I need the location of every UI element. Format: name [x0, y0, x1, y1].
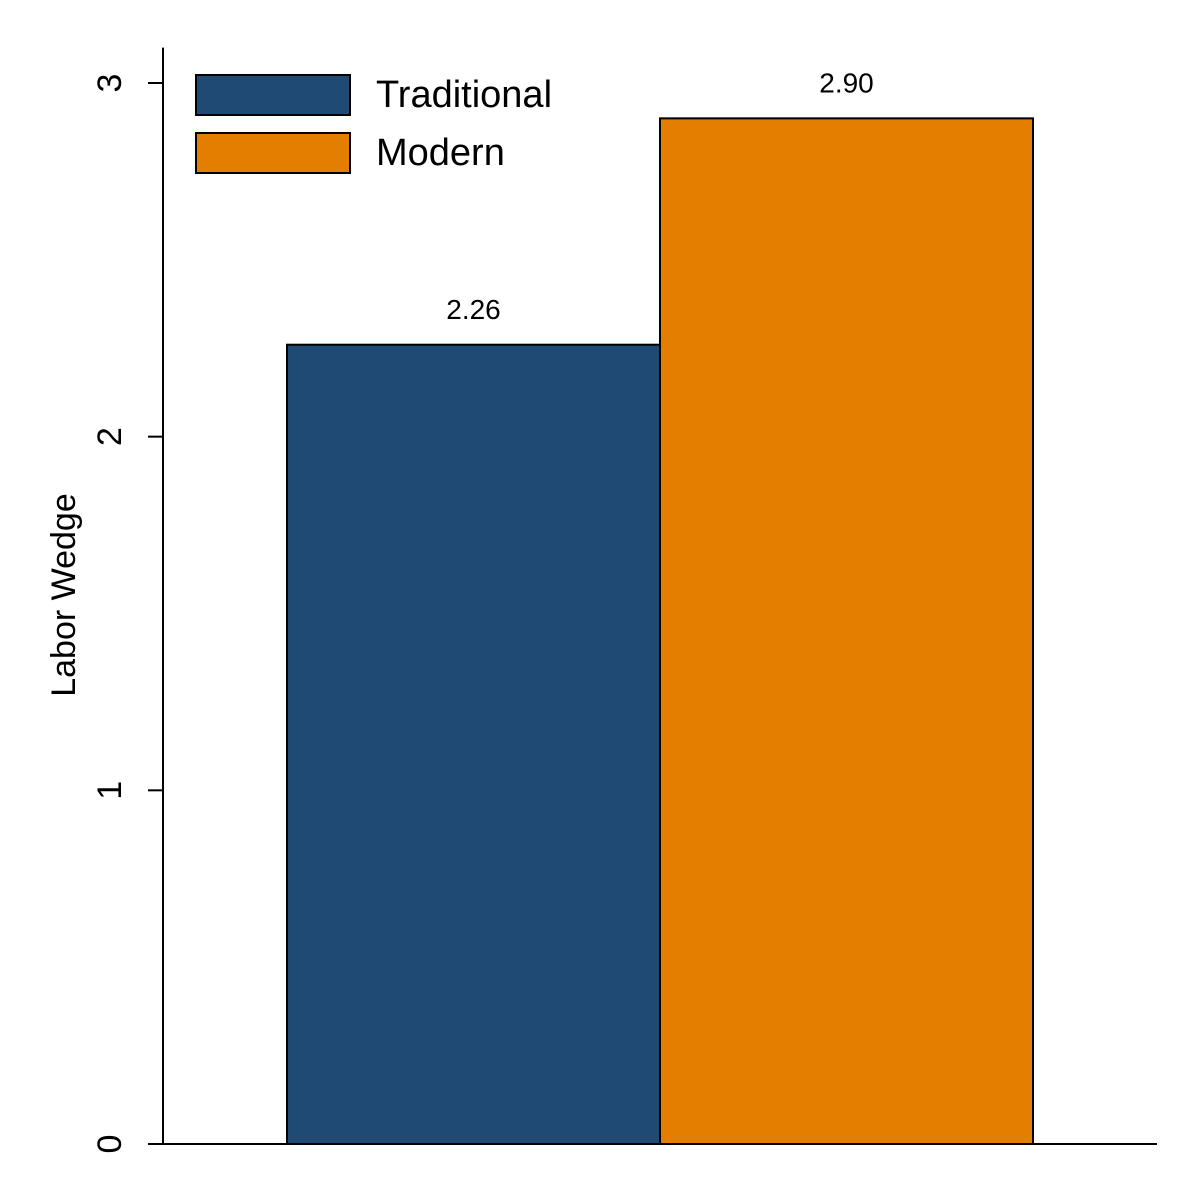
y-tick-label: 1: [91, 781, 129, 800]
y-tick-label: 2: [91, 427, 129, 446]
legend-label: Traditional: [376, 74, 552, 116]
bar: [659, 117, 1034, 1145]
bar: [286, 343, 661, 1145]
data-label: 2.26: [446, 294, 501, 325]
legend-swatch: [195, 74, 351, 116]
data-label: 2.90: [819, 68, 874, 99]
y-axis-label: Labor Wedge: [45, 493, 83, 697]
legend-label: Modern: [376, 132, 505, 174]
y-tick-label: 0: [91, 1135, 129, 1154]
y-tick-label: 3: [91, 74, 129, 93]
legend-swatch: [195, 132, 351, 174]
